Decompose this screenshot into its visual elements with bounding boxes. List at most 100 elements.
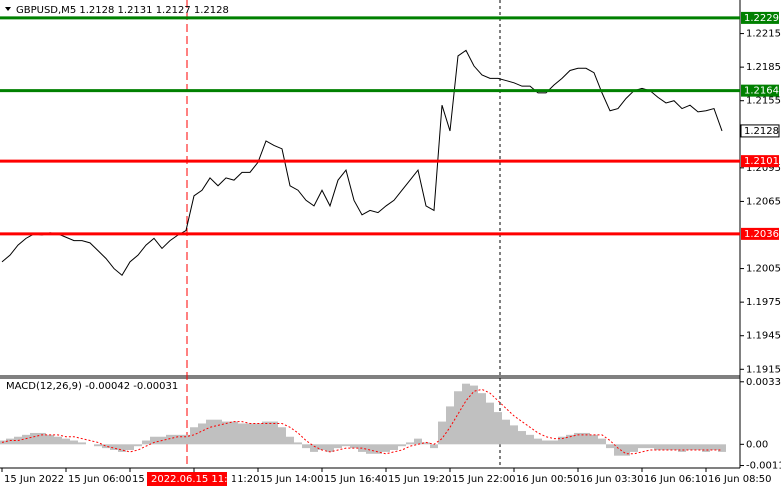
x-tick-label: 15 Jun 22:00 xyxy=(452,474,516,485)
x-tick-label: 15 Jun 16:40 xyxy=(324,474,388,485)
histogram-bar xyxy=(366,444,374,454)
histogram-bar xyxy=(174,434,182,445)
y-tick-label: 1.2215 xyxy=(746,29,781,40)
level-label: 1.2229 xyxy=(744,13,779,24)
histogram-bar xyxy=(606,444,614,449)
histogram-bar xyxy=(102,444,110,449)
histogram-bar xyxy=(510,425,518,445)
y-tick-label: 0.00 xyxy=(746,439,768,450)
histogram-bar xyxy=(166,434,174,445)
level-label-box xyxy=(741,227,779,240)
histogram-bar xyxy=(38,432,46,445)
histogram-bar xyxy=(670,444,678,450)
histogram-bar xyxy=(222,421,230,445)
x-tick-label: 16 Jun 00:50 xyxy=(516,474,580,485)
histogram-bar xyxy=(686,444,694,450)
histogram-bar xyxy=(30,432,38,445)
histogram-bar xyxy=(190,427,198,445)
histogram-bar xyxy=(254,423,262,445)
histogram-bar xyxy=(486,402,494,445)
y-tick-label: -0.00112 xyxy=(746,461,781,472)
histogram-bar xyxy=(78,442,86,445)
histogram-bar xyxy=(214,419,222,445)
histogram-bar xyxy=(646,444,654,449)
histogram-bar xyxy=(334,444,342,449)
histogram-bar xyxy=(494,412,502,445)
histogram-bar xyxy=(270,421,278,445)
current-price-box xyxy=(740,124,780,138)
histogram-bar xyxy=(598,438,606,445)
histogram-bar xyxy=(694,444,702,450)
histogram-bar xyxy=(614,444,622,456)
level-label: 1.2101 xyxy=(744,156,779,167)
histogram-bar xyxy=(382,444,390,452)
crosshair-label-box xyxy=(147,472,227,486)
histogram-bar xyxy=(206,419,214,445)
histogram-bar xyxy=(430,444,438,449)
y-tick-label: 1.1915 xyxy=(746,364,781,375)
histogram-bar xyxy=(342,444,350,447)
histogram-bar xyxy=(286,436,294,445)
level-label: 1.2036 xyxy=(744,229,779,240)
histogram-bar xyxy=(46,434,54,445)
histogram-bar xyxy=(582,432,590,445)
y-tick-label: 1.2155 xyxy=(746,96,781,107)
x-tick-label: 15 Jun 14:00 xyxy=(260,474,324,485)
x-tick-label: 16 Jun 03:30 xyxy=(580,474,644,485)
y-tick-label: 1.2185 xyxy=(746,62,781,73)
histogram-bar xyxy=(470,385,478,445)
histogram-bar xyxy=(574,432,582,445)
histogram-bar xyxy=(142,440,150,445)
histogram-bar xyxy=(462,383,470,445)
histogram-bar xyxy=(294,442,302,445)
histogram-bar xyxy=(422,442,430,445)
histogram-bar xyxy=(310,444,318,452)
x-tick-label: 16 Jun 08:50 xyxy=(708,474,772,485)
y-tick-label: 1.2005 xyxy=(746,264,781,275)
histogram-bar xyxy=(502,419,510,445)
indicator-title: MACD(12,26,9) -0.00042 -0.00031 xyxy=(6,381,178,392)
histogram-bar xyxy=(262,421,270,445)
histogram-bar xyxy=(518,431,526,445)
y-tick-label: 0.0033 xyxy=(746,377,781,388)
current-price-label: 1.2128 xyxy=(744,126,779,137)
histogram-bar xyxy=(134,444,142,447)
histogram-bar xyxy=(662,444,670,450)
price-line xyxy=(1,49,723,277)
histogram-bar xyxy=(398,444,406,447)
y-tick-label: 1.2095 xyxy=(746,163,781,174)
level-label: 1.2164 xyxy=(744,86,779,97)
chart-title: GBPUSD,M5 1.2128 1.2131 1.2127 1.2128 xyxy=(16,5,229,16)
histogram-bar xyxy=(534,438,542,445)
level-label-box xyxy=(741,84,779,97)
y-tick-label: 1.1945 xyxy=(746,331,781,342)
histogram-bar xyxy=(22,434,30,445)
y-tick-label: 1.2065 xyxy=(746,196,781,207)
x-tick-label: 15 Jun 19:20 xyxy=(388,474,452,485)
x-tick-label: 15 Jun 06:00 xyxy=(68,474,132,485)
histogram-bar xyxy=(374,444,382,454)
histogram-bar xyxy=(198,423,206,445)
x-tick-label: 15 Jun 11:20 xyxy=(196,474,260,485)
histogram-bar xyxy=(622,444,630,456)
histogram-bar xyxy=(678,444,686,452)
histogram-bar xyxy=(414,438,422,445)
histogram-bar xyxy=(62,438,70,445)
histogram-bar xyxy=(110,444,118,450)
histogram-bar xyxy=(278,427,286,445)
histogram-bar xyxy=(318,444,326,450)
histogram-bar xyxy=(454,391,462,445)
histogram-bar xyxy=(150,436,158,445)
histogram-bar xyxy=(302,444,310,449)
histogram-bar xyxy=(6,438,14,445)
menu-arrow-icon xyxy=(5,7,11,11)
histogram-bar xyxy=(438,421,446,445)
signal-line xyxy=(1,388,722,455)
crosshair-label: 2022.06.15 11:00 xyxy=(151,474,240,485)
x-tick-label: 16 Jun 06:10 xyxy=(644,474,708,485)
histogram-bar xyxy=(126,444,134,450)
histogram-bar xyxy=(118,444,126,452)
histogram-bar xyxy=(550,440,558,445)
histogram-bar xyxy=(710,444,718,450)
